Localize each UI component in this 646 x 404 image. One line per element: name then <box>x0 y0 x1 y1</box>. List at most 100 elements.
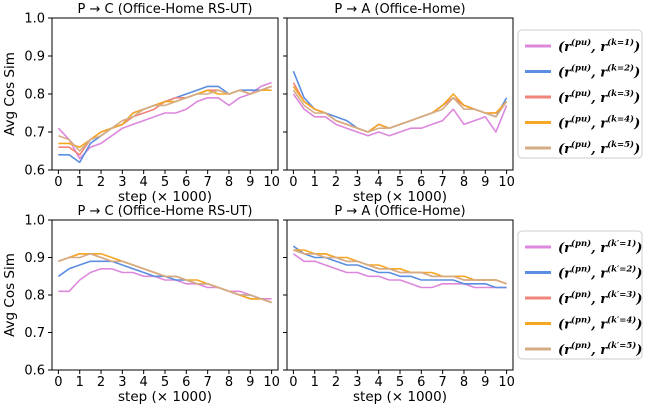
x-tick-label: 4 <box>375 375 383 390</box>
x-tick-label: 0 <box>54 375 62 390</box>
series-line-k1 <box>292 93 508 137</box>
x-tick-label: 5 <box>161 375 169 390</box>
legend-part: , r <box>590 66 608 81</box>
legend-part: (pn) <box>571 340 591 351</box>
x-tick-label: 4 <box>140 175 148 190</box>
y-tick-label: 0.8 <box>24 289 45 304</box>
x-tick-label: 3 <box>118 175 126 190</box>
legend-part: , r <box>590 343 608 358</box>
legend-part: (r <box>558 66 572 81</box>
chart-title: P → C (Office-Home RS-UT) <box>78 2 253 17</box>
x-tick-label: 9 <box>481 375 489 390</box>
x-axis-label: step (× 1000) <box>118 189 212 205</box>
y-tick-label: 1.0 <box>24 12 45 27</box>
x-tick-label: 7 <box>204 375 212 390</box>
legend-label: (r(pu), r(k=5)) <box>558 139 640 157</box>
y-tick-label: 0.9 <box>24 251 45 266</box>
legend-label: (r(pn), r(k′=2)) <box>558 264 642 282</box>
series-line-k1 <box>292 253 507 289</box>
x-tick-label: 8 <box>225 375 233 390</box>
x-tick-label: 2 <box>97 175 105 190</box>
x-tick-label: 1 <box>311 175 319 190</box>
legend-part: (k=2) <box>607 63 634 74</box>
series-line-k3 <box>293 249 507 285</box>
x-tick-label: 6 <box>182 375 190 390</box>
legend-part: , r <box>590 117 608 132</box>
legend-part: , r <box>590 318 608 333</box>
legend-item-k1: (r(pu), r(k=1)) <box>525 37 640 55</box>
x-tick-label: 1 <box>311 375 319 390</box>
series-line-k2 <box>292 245 507 289</box>
legend-part: (k′=4) <box>607 315 636 326</box>
legend-part: (pu) <box>571 63 591 74</box>
x-tick-label: 1 <box>76 375 84 390</box>
legend-item-k3: (r(pu), r(k=3)) <box>525 88 640 106</box>
x-tick-label: 10 <box>498 375 515 390</box>
legend-part: , r <box>590 292 608 307</box>
legend-part: (pn) <box>571 238 591 249</box>
y-tick-label: 0.6 <box>24 164 45 179</box>
series-line-k5 <box>58 253 272 304</box>
x-tick-label: 10 <box>263 175 280 190</box>
legend-top: (r(pu), r(k=1))(r(pu), r(k=2))(r(pu), r(… <box>517 29 643 159</box>
series-line-k5 <box>293 249 507 285</box>
legend-part: (r <box>558 142 572 157</box>
legend-part: (k′=5) <box>607 340 636 351</box>
x-tick-label: 10 <box>263 375 280 390</box>
legend-part: (k′=2) <box>607 264 636 275</box>
x-tick-label: 9 <box>246 175 254 190</box>
series-line-k1 <box>57 81 272 160</box>
legend-item-k3: (r(pn), r(k′=3)) <box>525 289 642 307</box>
legend-part: (pu) <box>571 139 591 150</box>
x-tick-label: 0 <box>289 175 297 190</box>
legend-label: (r(pu), r(k=4)) <box>558 114 640 132</box>
y-axis-label: Avg Cos Sim <box>2 52 18 136</box>
y-tick-label: 1.0 <box>24 214 45 229</box>
legend-part: (pn) <box>571 315 591 326</box>
x-tick-label: 4 <box>375 175 383 190</box>
y-tick-label: 0.6 <box>24 364 45 379</box>
legend-part: (pn) <box>571 289 591 300</box>
series-line-k1 <box>58 267 272 300</box>
legend-part: (r <box>558 117 572 132</box>
x-tick-label: 6 <box>417 375 425 390</box>
x-tick-label: 2 <box>97 375 105 390</box>
legend-part: (r <box>558 91 572 106</box>
x-tick-label: 8 <box>460 375 468 390</box>
x-tick-label: 0 <box>54 175 62 190</box>
legend-part: (k=3) <box>607 88 634 99</box>
legend-part: ) <box>633 40 640 55</box>
legend-part: (k=1) <box>607 37 634 48</box>
chart-panel-2: P → A (Office-Home) 0 1 2 3 4 5 6 7 8 9 10 step (× 1… <box>283 2 515 205</box>
x-tick-label: 8 <box>225 175 233 190</box>
x-tick-label: 6 <box>182 175 190 190</box>
legend-part: ) <box>635 241 642 256</box>
x-axis-label: step (× 1000) <box>118 389 212 404</box>
legend-item-k5: (r(pn), r(k′=5)) <box>525 340 642 358</box>
legend-label: (r(pn), r(k′=4)) <box>558 315 642 333</box>
legend-part: (r <box>558 318 572 333</box>
chart-title: P → A (Office-Home) <box>334 2 465 17</box>
x-tick-label: 9 <box>481 175 489 190</box>
legend-part: (k=5) <box>607 139 634 150</box>
legend-part: (r <box>558 343 572 358</box>
x-tick-label: 4 <box>140 375 148 390</box>
x-tick-label: 2 <box>332 375 340 390</box>
y-axis-label: Avg Cos Sim <box>2 253 18 337</box>
legend-part: ) <box>633 142 640 157</box>
legend-part: (pn) <box>571 264 591 275</box>
x-tick-label: 3 <box>353 375 361 390</box>
legend-part: (pu) <box>571 37 591 48</box>
x-tick-label: 0 <box>289 375 297 390</box>
series-line-k4 <box>293 249 507 285</box>
y-tick-label: 0.8 <box>24 88 45 103</box>
plot-frame <box>286 17 514 171</box>
legend-label: (r(pu), r(k=2)) <box>558 63 640 81</box>
legend-item-k4: (r(pu), r(k=4)) <box>525 114 640 132</box>
x-tick-label: 3 <box>353 175 361 190</box>
legend-part: , r <box>590 241 608 256</box>
legend-label: (r(pn), r(k′=5)) <box>558 340 642 358</box>
y-tick-label: 0.7 <box>24 126 45 141</box>
x-tick-label: 2 <box>332 175 340 190</box>
legend-part: , r <box>590 267 608 282</box>
